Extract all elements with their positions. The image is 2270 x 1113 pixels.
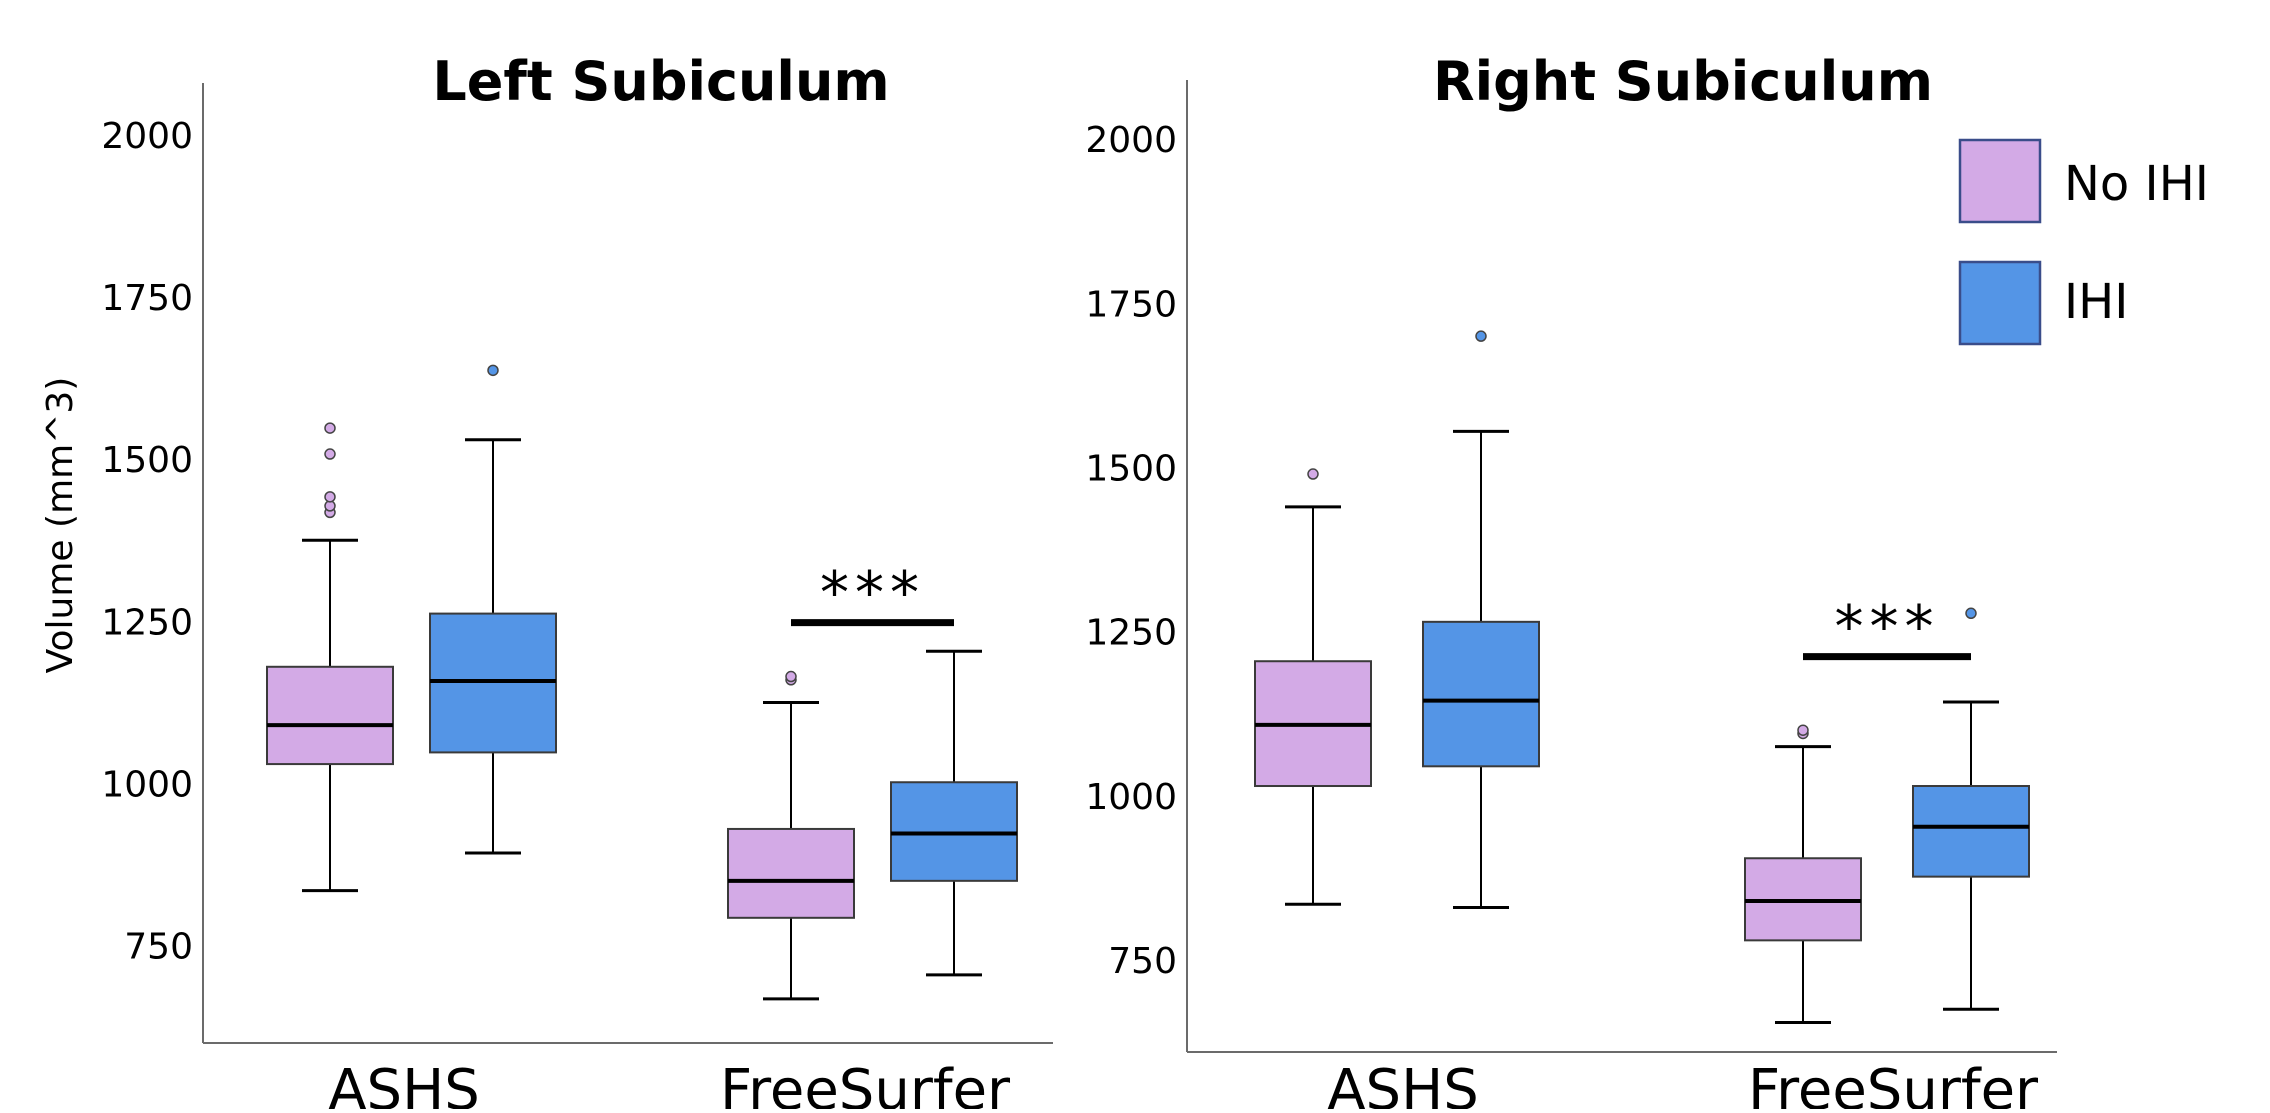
chart-title: Right Subiculum: [1433, 50, 1933, 113]
y-tick-label: 1000: [1085, 777, 1177, 818]
y-tick-label: 750: [1108, 941, 1177, 982]
y-tick-label: 1500: [1085, 448, 1177, 489]
outlier-point: [324, 448, 336, 460]
outlier-point: [324, 491, 336, 503]
legend-swatch: [1958, 260, 2042, 346]
significance-label: ***: [820, 559, 925, 627]
legend-label: IHI: [2064, 274, 2128, 330]
legend-swatch: [1958, 138, 2042, 224]
box-no-ihi-ashs: [266, 422, 394, 893]
x-category-label: ASHS: [1327, 1058, 1479, 1109]
iqr-box: [1912, 785, 2030, 878]
box-ihi-ashs: [1422, 330, 1540, 910]
iqr-box: [727, 827, 855, 919]
legend-label: No IHI: [2064, 156, 2209, 212]
box-ihi-freesurfer: [1912, 607, 2030, 1011]
box-no-ihi-freesurfer: [727, 670, 855, 1001]
x-category-label: FreeSurfer: [1748, 1058, 2039, 1109]
y-tick-label: 750: [124, 927, 193, 968]
y-tick-label: 1750: [101, 278, 193, 319]
significance-annotation: ***: [791, 559, 954, 627]
legend-item: IHI: [1958, 260, 2128, 346]
y-tick-label: 1250: [1085, 613, 1177, 654]
y-tick-label: 1750: [1085, 284, 1177, 325]
box-no-ihi-ashs: [1254, 468, 1372, 906]
x-category-label: ASHS: [328, 1058, 480, 1109]
y-tick-label: 1500: [101, 440, 193, 481]
significance-label: ***: [1835, 593, 1940, 661]
y-tick-label: 1250: [101, 602, 193, 643]
panel-left: Left Subiculum 750 1000 1250 1500 1750 2000 Vol…: [40, 50, 1053, 1113]
box-ihi-freesurfer: [890, 649, 1018, 977]
outlier-point: [1965, 607, 1977, 620]
y-axis-label: Volume (mm^3): [40, 377, 81, 674]
y-tick-label: 1000: [101, 765, 193, 806]
significance-annotation: ***: [1803, 593, 1971, 661]
outlier-point: [1307, 468, 1319, 480]
box-no-ihi-freesurfer: [1744, 724, 1862, 1024]
legend: No IHI IHI: [1958, 138, 2209, 346]
iqr-box: [1422, 620, 1540, 768]
outlier-point: [1797, 724, 1809, 736]
iqr-box: [266, 665, 394, 766]
outlier-point: [785, 670, 797, 683]
y-tick-label: 2000: [1085, 120, 1177, 161]
x-category-label: FreeSurfer: [720, 1058, 1011, 1109]
outlier-point: [487, 364, 499, 377]
panel-right: Right Subiculum 750 1000 1250 1500 1750 2000 AS…: [1085, 50, 2057, 1113]
legend-item: No IHI: [1958, 138, 2209, 224]
y-tick-label: 2000: [101, 116, 193, 157]
outlier-point: [1475, 330, 1487, 342]
outlier-point: [324, 422, 336, 434]
box-ihi-ashs: [429, 364, 557, 855]
chart-title: Left Subiculum: [432, 50, 889, 113]
